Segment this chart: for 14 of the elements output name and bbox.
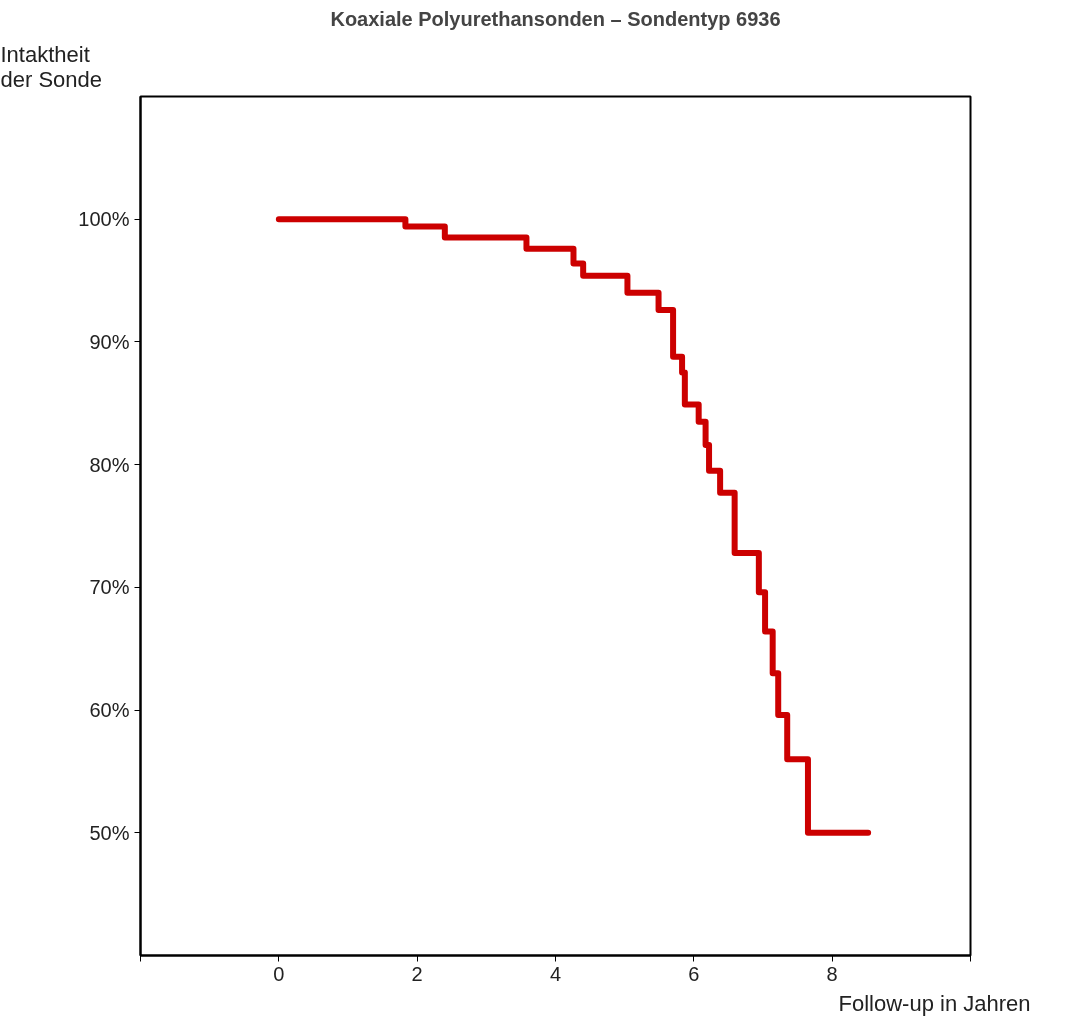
x-tick-label: 8	[826, 962, 838, 985]
y-tick-label: 80%	[89, 453, 130, 476]
y-tick-label: 90%	[89, 330, 130, 353]
y-tick-label: 100%	[78, 208, 130, 231]
x-tick-label: 2	[411, 962, 423, 985]
y-tick-label: 60%	[89, 699, 130, 722]
x-tick-label: 6	[688, 962, 700, 985]
y-axis-title: Intaktheit der Sonde	[0, 41, 103, 92]
x-axis-title: Follow-up in Jahren	[838, 990, 1031, 1016]
y-tick-label: 50%	[89, 821, 130, 844]
chart-title: Koaxiale Polyurethansonden – Sondentyp 6936	[330, 7, 781, 30]
x-tick-label: 0	[273, 962, 285, 985]
x-tick-label: 4	[549, 962, 562, 985]
y-tick-label: 70%	[89, 576, 130, 599]
